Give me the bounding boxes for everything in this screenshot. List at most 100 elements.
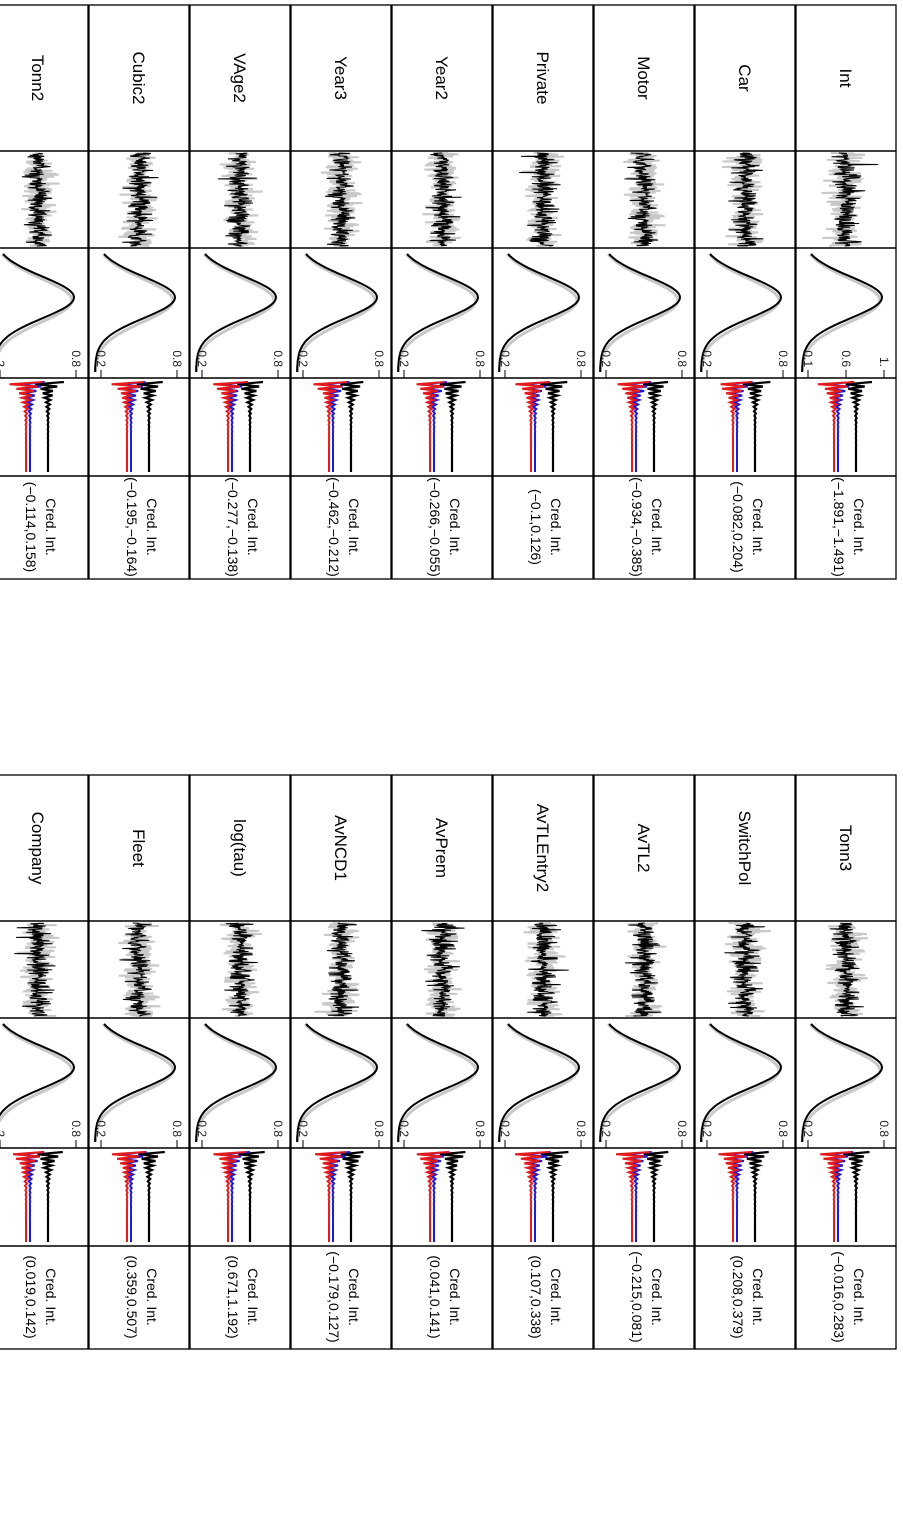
density-posterior-curve	[700, 1023, 783, 1143]
credible-interval-label: Cred. Int.	[144, 1268, 160, 1326]
row-int: Int 1. 0.6 0.1 Cred. Int.(−1.891,−1.491)	[795, 4, 897, 580]
running-mean-series	[622, 381, 652, 472]
cell-border	[593, 377, 695, 477]
axis-tick-label: 0.2	[700, 350, 714, 367]
axis-tick-label: 0.8	[271, 350, 285, 367]
cell-border	[0, 475, 89, 580]
cell-border	[189, 475, 291, 580]
axis-tick-label: 0.8	[776, 350, 790, 367]
trace-dark-series	[724, 922, 765, 1017]
density-prior-curve	[396, 253, 478, 373]
row-tonn2: Tonn2 0.8 2 Cred. Int.(−0.114,0.158)	[0, 4, 89, 580]
row-vage2: VAge2 0.8 0.2 Cred. Int.(−0.277,−0.138)	[189, 4, 291, 580]
running-mean-series	[320, 381, 350, 472]
running-mean-series	[827, 1151, 854, 1242]
parameter-name: Motor	[634, 56, 653, 100]
trace-dark-series	[224, 922, 258, 1017]
cell-border	[391, 1147, 493, 1247]
axis-tick-label: 0.2	[296, 350, 310, 367]
running-mean-series	[340, 380, 364, 472]
credible-interval-label: Cred. Int.	[144, 498, 160, 556]
parameter-name: AvTLEntry2	[533, 804, 552, 893]
density-prior-curve	[93, 253, 175, 373]
running-mean-series	[515, 1151, 549, 1242]
trace-light-series	[721, 152, 764, 247]
parameter-name: Private	[533, 52, 552, 105]
row-year2: Year2 0.8 0.2 Cred. Int.(−0.266,−0.055)	[391, 4, 493, 580]
axis-tick-label: 0.8	[675, 350, 689, 367]
cell-border	[593, 475, 695, 580]
density-prior-curve	[699, 1023, 781, 1143]
row-fleet: Fleet 0.8 0.2 Cred. Int.(0.359,0.507)	[88, 774, 190, 1350]
trace-dark-series	[425, 152, 462, 247]
axis-tick-label: 0.2	[599, 1120, 613, 1137]
credible-interval-value: (−0.266,−0.055)	[427, 477, 443, 577]
row-cubic2: Cubic2 0.8 0.2 Cred. Int.(−0.195,−0.164)	[88, 4, 190, 580]
axis-tick-label: 0.2	[801, 1120, 815, 1137]
row-avprem: AvPrem 0.8 0.2 Cred. Int.(0.041,0.141)	[391, 774, 493, 1350]
axis-tick-label: 0.8	[271, 1120, 285, 1137]
running-mean-series	[37, 1150, 63, 1242]
trace-dark-series	[728, 152, 764, 247]
row-car: Car 0.8 0.2 Cred. Int.(−0.082,0.204)	[694, 4, 796, 580]
cell-border	[694, 377, 796, 477]
credible-interval-label: Cred. Int.	[750, 1268, 766, 1326]
cell-border	[391, 377, 493, 477]
density-posterior-curve	[801, 253, 884, 373]
axis-tick-label: 0.2	[195, 1120, 209, 1137]
axis-tick-label: 0.8	[473, 350, 487, 367]
running-mean-series	[111, 381, 144, 472]
density-prior-curve	[800, 253, 882, 373]
density-posterior-curve	[498, 1023, 581, 1143]
density-prior-curve	[497, 1023, 579, 1143]
cell-border	[492, 1147, 594, 1247]
running-mean-series	[213, 1151, 246, 1242]
cell-border	[795, 1245, 897, 1350]
axis-tick-label: 0.2	[94, 1120, 108, 1137]
cell-border	[795, 1147, 897, 1247]
trace-dark-series	[624, 152, 659, 247]
axis-tick-label: 0.2	[700, 1120, 714, 1137]
running-mean-series	[843, 1150, 870, 1242]
credible-interval-label: Cred. Int.	[43, 498, 59, 556]
axis-tick-label: 0.8	[675, 1120, 689, 1137]
axis-tick-label: 0.8	[877, 1120, 891, 1137]
density-posterior-curve	[0, 1023, 76, 1143]
cell-border	[694, 475, 796, 580]
axis-tick-label: 0.8	[372, 1120, 386, 1137]
cell-border	[492, 475, 594, 580]
density-prior-curve	[0, 253, 74, 373]
density-posterior-curve	[498, 253, 581, 373]
cell-border	[88, 1147, 190, 1247]
running-mean-series	[439, 1150, 466, 1242]
credible-interval-value: (−0.934,−0.385)	[629, 477, 645, 577]
parameter-name: Car	[735, 64, 754, 92]
cell-border	[694, 1245, 796, 1350]
trace-dark-series	[119, 922, 152, 1017]
credible-interval-label: Cred. Int.	[447, 1268, 463, 1326]
parameter-name: AvNCD1	[331, 815, 350, 881]
parameter-name: Fleet	[129, 829, 148, 867]
credible-interval-value: (0.208,0.379)	[730, 1255, 746, 1338]
running-mean-series	[820, 1151, 852, 1242]
density-posterior-curve	[700, 253, 783, 373]
running-mean-series	[817, 381, 854, 472]
credible-interval-label: Cred. Int.	[245, 498, 261, 556]
density-posterior-curve	[94, 253, 177, 373]
running-mean-series	[643, 380, 669, 472]
credible-interval-label: Cred. Int.	[346, 498, 362, 556]
credible-interval-label: Cred. Int.	[851, 498, 867, 556]
density-posterior-curve	[599, 253, 682, 373]
running-mean-series	[9, 381, 43, 472]
credible-interval-label: Cred. Int.	[245, 1268, 261, 1326]
density-posterior-curve	[397, 253, 480, 373]
cell-border	[593, 1147, 695, 1247]
density-posterior-curve	[801, 1023, 884, 1143]
running-mean-series	[515, 381, 551, 472]
running-mean-series	[219, 381, 249, 472]
parameter-name: Tonn3	[836, 825, 855, 871]
axis-tick-label: 0.8	[170, 350, 184, 367]
credible-interval-label: Cred. Int.	[346, 1268, 362, 1326]
